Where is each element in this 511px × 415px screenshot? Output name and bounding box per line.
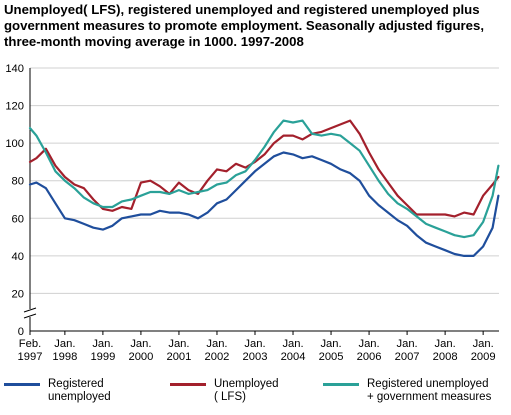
x-tick-label-month: Feb. bbox=[19, 338, 41, 350]
legend-label-lfs-line-1: Unemployed bbox=[214, 378, 279, 390]
y-tick-label: 120 bbox=[5, 101, 24, 113]
y-tick-label: 0 bbox=[18, 326, 24, 338]
legend-swatch-lfs bbox=[170, 383, 206, 386]
x-tick-label-year: 2004 bbox=[281, 351, 306, 363]
x-tick-label-year: 2009 bbox=[471, 351, 496, 363]
x-tick-label-year: 2005 bbox=[319, 351, 344, 363]
y-tick-label: 80 bbox=[12, 176, 24, 188]
x-tick-label-month: Jan. bbox=[473, 338, 494, 350]
legend-label-measures-line-1: Registered unemployed bbox=[367, 378, 489, 390]
x-tick-label-year: 2001 bbox=[166, 351, 191, 363]
x-tick-label-month: Jan. bbox=[92, 338, 113, 350]
chart-title-line-3: three-month moving average in 1000. 1997… bbox=[4, 34, 304, 49]
x-tick-label-month: Jan. bbox=[206, 338, 227, 350]
x-tick-label-month: Jan. bbox=[320, 338, 341, 350]
legend-label-registered-line-2: unemployed bbox=[48, 391, 111, 403]
x-tick-label-month: Jan. bbox=[168, 338, 189, 350]
legend-label-measures-line-2: + government measures bbox=[367, 391, 492, 403]
x-tick-label-year: 1997 bbox=[18, 351, 43, 363]
x-tick-label-month: Jan. bbox=[244, 338, 265, 350]
x-tick-label-month: Jan. bbox=[282, 338, 303, 350]
x-tick-label-month: Jan. bbox=[358, 338, 379, 350]
legend-label-registered-line-1: Registered bbox=[48, 378, 104, 390]
legend-label-registered: Registered unemployed bbox=[48, 378, 111, 404]
x-tick-label-month: Jan. bbox=[435, 338, 456, 350]
axis-break-mark bbox=[23, 307, 37, 313]
chart-title-line-2: government measures to promote employmen… bbox=[4, 18, 485, 33]
y-tick-label: 40 bbox=[12, 251, 24, 263]
x-tick-label-year: 1999 bbox=[90, 351, 115, 363]
y-tick-label: 100 bbox=[5, 138, 24, 150]
x-tick-label-year: 2000 bbox=[128, 351, 153, 363]
x-tick-label-year: 2003 bbox=[243, 351, 268, 363]
axis-break-mark bbox=[23, 313, 37, 319]
legend-label-lfs-line-2: ( LFS) bbox=[214, 391, 246, 403]
series-line-3 bbox=[28, 119, 500, 239]
y-tick-label: 140 bbox=[5, 63, 24, 75]
x-tick-label-month: Jan. bbox=[397, 338, 418, 350]
legend-label-lfs: Unemployed ( LFS) bbox=[214, 378, 279, 404]
x-tick-label-month: Jan. bbox=[130, 338, 151, 350]
y-tick-label: 60 bbox=[12, 213, 24, 225]
x-tick-label-year: 2006 bbox=[357, 351, 382, 363]
series-line-1 bbox=[28, 151, 500, 257]
x-tick-label-year: 2008 bbox=[433, 351, 458, 363]
legend-label-measures: Registered unemployed + government measu… bbox=[367, 378, 491, 404]
chart-title-line-1: Unemployed( LFS), registered unemployed … bbox=[4, 2, 480, 17]
legend-swatch-registered bbox=[4, 383, 40, 386]
x-tick-label-year: 2002 bbox=[205, 351, 230, 363]
x-tick-label-year: 2007 bbox=[395, 351, 420, 363]
axis-break-gap bbox=[24, 309, 36, 317]
chart-title: Unemployed( LFS), registered unemployed … bbox=[4, 2, 508, 50]
series-line-2 bbox=[28, 119, 500, 218]
x-tick-label-year: 1998 bbox=[52, 351, 77, 363]
y-tick-label: 20 bbox=[12, 288, 24, 300]
legend-swatch-measures bbox=[323, 383, 359, 386]
x-tick-label-month: Jan. bbox=[54, 338, 75, 350]
